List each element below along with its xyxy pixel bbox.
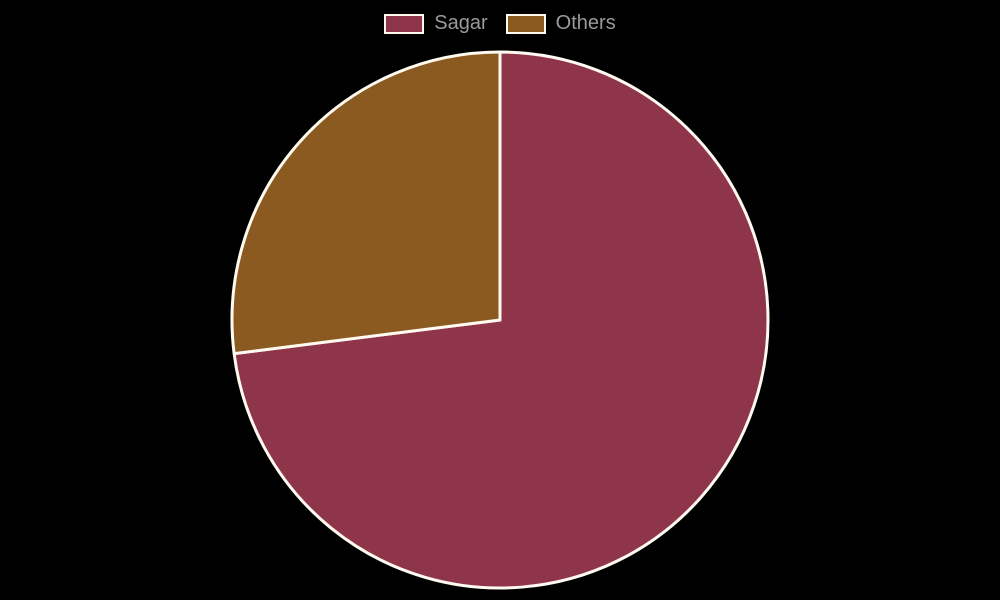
legend-label-sagar: Sagar — [434, 12, 487, 35]
legend: Sagar Others — [0, 12, 1000, 35]
legend-label-others: Others — [556, 12, 616, 35]
legend-swatch-others — [506, 14, 546, 34]
pie-chart-container: Sagar Others — [0, 0, 1000, 600]
pie-chart-svg — [0, 0, 1000, 600]
legend-item-sagar: Sagar — [384, 12, 487, 35]
legend-swatch-sagar — [384, 14, 424, 34]
legend-item-others: Others — [506, 12, 616, 35]
